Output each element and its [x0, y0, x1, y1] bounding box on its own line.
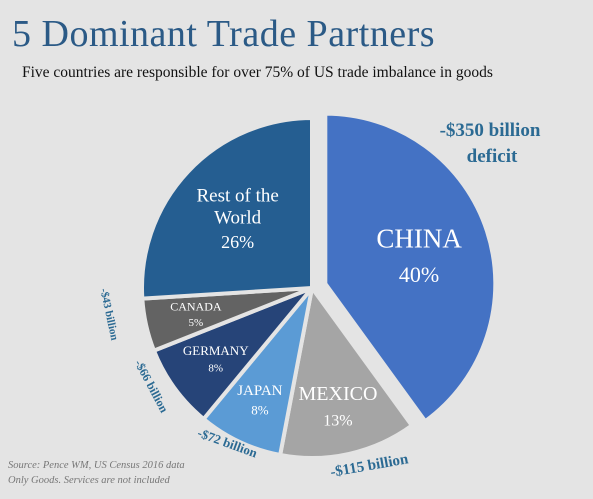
slice-label-mexico: MEXICO — [299, 383, 378, 405]
pie-slice-rest-of-the-world — [140, 116, 314, 301]
source-note: Source: Pence WM, US Census 2016 data — [8, 460, 185, 471]
slice-label-canada: CANADA — [170, 300, 222, 314]
slice-value-china: 40% — [399, 262, 439, 287]
slice-value-canada: 5% — [189, 317, 204, 329]
deficit-label-china-2: deficit — [467, 146, 518, 167]
slice-value-mexico: 13% — [323, 412, 352, 429]
scope-note: Only Goods. Services are not included — [8, 475, 170, 486]
slice-label-germany: GERMANY — [183, 343, 249, 358]
pie-slice-china — [323, 111, 498, 424]
slice-label-japan: JAPAN — [237, 383, 282, 399]
deficit-label-canada: -$43 billion — [98, 287, 121, 341]
deficit-label-china-1: -$350 billion — [440, 120, 541, 141]
slice-value-japan: 8% — [251, 402, 269, 417]
slice-label-china: CHINA — [376, 223, 462, 253]
slice-value-germany: 8% — [208, 363, 223, 375]
slice-label-rest-of-the-world-1: Rest of the — [196, 186, 278, 207]
slice-value-rest-of-the-world: 26% — [221, 232, 254, 252]
chart-title: 5 Dominant Trade Partners — [12, 13, 436, 55]
pie-slice-mexico — [278, 286, 414, 460]
slice-label-rest-of-the-world-2: World — [214, 208, 262, 229]
chart-subtitle: Five countries are responsible for over … — [22, 64, 493, 81]
